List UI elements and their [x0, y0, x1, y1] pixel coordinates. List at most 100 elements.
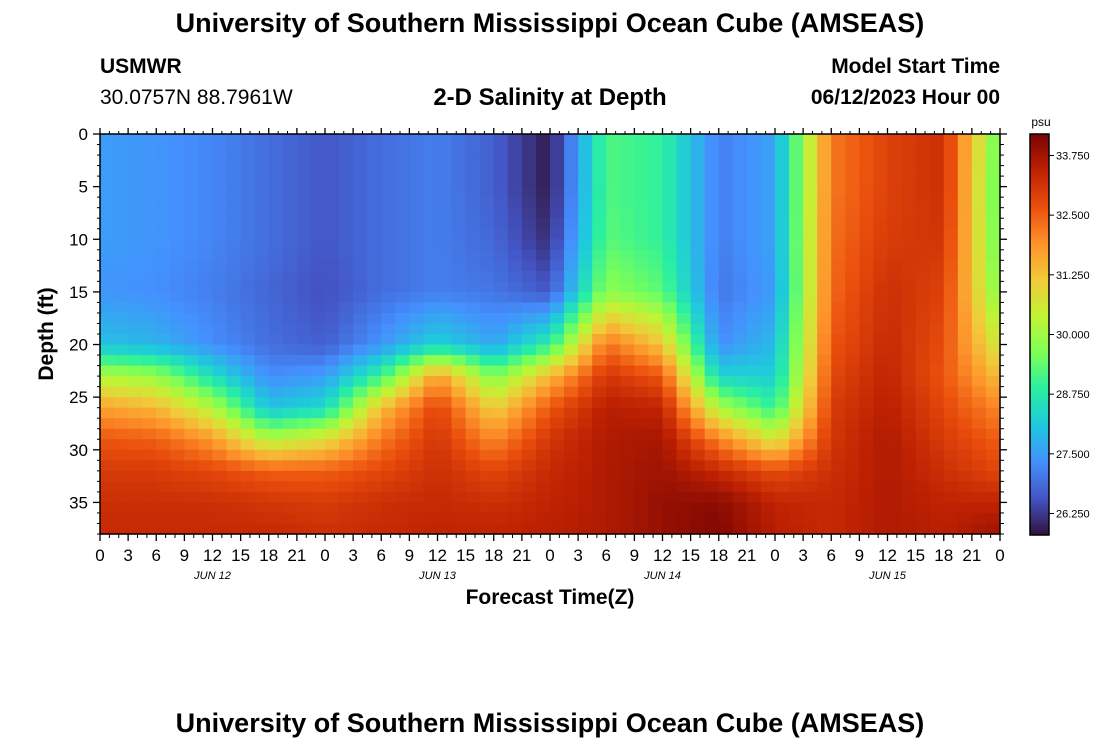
heatmap-cell	[156, 397, 171, 409]
heatmap-cell	[240, 407, 256, 419]
heatmap-cell	[887, 491, 903, 504]
heatmap-cell	[803, 249, 818, 261]
heatmap-cell	[240, 523, 256, 535]
heatmap-cell	[648, 376, 664, 388]
heatmap-cell	[479, 176, 495, 188]
heatmap-cell	[128, 281, 143, 293]
heatmap-cell	[465, 512, 481, 525]
heatmap-cell	[184, 481, 200, 493]
heatmap-cell	[100, 186, 115, 198]
heatmap-cell	[100, 334, 115, 346]
heatmap-cell	[100, 291, 115, 304]
heatmap-cell	[775, 144, 790, 156]
heatmap-cell	[803, 134, 818, 146]
heatmap-cell	[100, 134, 115, 146]
heatmap-cell	[451, 197, 467, 209]
heatmap-cell	[128, 428, 143, 440]
heatmap-cell	[760, 228, 776, 240]
heatmap-cell	[395, 291, 410, 304]
heatmap-cell	[254, 228, 270, 240]
heatmap-cell	[564, 197, 579, 209]
heatmap-cell	[690, 376, 706, 388]
heatmap-cell	[296, 176, 312, 188]
heatmap-cell	[507, 386, 523, 398]
heatmap-cell	[943, 186, 959, 198]
page-title: University of Southern Mississippi Ocean…	[175, 8, 925, 38]
heatmap-cell	[521, 334, 537, 346]
heatmap-cell	[296, 260, 312, 272]
heatmap-cell	[564, 165, 579, 177]
heatmap-cell	[367, 197, 382, 209]
heatmap-cell	[873, 134, 889, 146]
heatmap-cell	[592, 386, 607, 398]
heatmap-cell	[831, 249, 846, 261]
heatmap-cell	[859, 334, 875, 346]
heatmap-cell	[578, 523, 593, 535]
heatmap-cell	[226, 491, 242, 504]
heatmap-cell	[592, 155, 607, 167]
heatmap-cell	[493, 260, 509, 272]
heatmap-cell	[128, 218, 143, 230]
heatmap-cell	[142, 397, 157, 409]
heatmap-cell	[929, 449, 945, 461]
heatmap-cell	[817, 218, 832, 230]
heatmap-cell	[690, 491, 706, 504]
heatmap-cell	[606, 155, 621, 167]
heatmap-cell	[634, 218, 650, 230]
heatmap-cell	[437, 365, 453, 377]
heatmap-cell	[550, 397, 565, 409]
heatmap-cell	[240, 270, 256, 282]
heatmap-cell	[915, 281, 931, 293]
heatmap-cell	[578, 134, 593, 146]
heatmap-cell	[114, 470, 129, 482]
heatmap-cell	[817, 260, 832, 272]
heatmap-cell	[268, 291, 284, 304]
heatmap-cell	[620, 481, 635, 493]
heatmap-cell	[282, 523, 298, 535]
heatmap-cell	[128, 260, 143, 272]
heatmap-cell	[606, 197, 621, 209]
heatmap-cell	[564, 481, 579, 493]
heatmap-cell	[929, 386, 945, 398]
heatmap-cell	[325, 386, 340, 398]
heatmap-cell	[845, 491, 860, 504]
heatmap-cell	[184, 176, 200, 188]
heatmap-cell	[128, 502, 143, 514]
heatmap-cell	[339, 439, 354, 451]
heatmap-cell	[957, 491, 973, 504]
heatmap-cell	[114, 334, 129, 346]
heatmap-cell	[550, 449, 565, 461]
heatmap-cell	[732, 144, 748, 156]
heatmap-cell	[578, 365, 593, 377]
heatmap-cell	[564, 291, 579, 304]
heatmap-cell	[437, 270, 453, 282]
heatmap-cell	[535, 376, 551, 388]
heatmap-cell	[367, 344, 382, 356]
heatmap-cell	[184, 155, 200, 167]
heatmap-cell	[634, 428, 650, 440]
heatmap-cell	[479, 386, 495, 398]
heatmap-cell	[493, 418, 509, 430]
heatmap-cell	[184, 386, 200, 398]
heatmap-cell	[282, 249, 298, 261]
heatmap-cell	[775, 134, 790, 146]
heatmap-cell	[606, 207, 621, 219]
heatmap-cell	[254, 312, 270, 325]
heatmap-cell	[957, 197, 973, 209]
heatmap-cell	[789, 449, 804, 461]
heatmap-cell	[760, 176, 776, 188]
heatmap-cell	[156, 502, 171, 514]
heatmap-cell	[381, 312, 396, 325]
heatmap-cell	[507, 197, 523, 209]
x-tick-label: 6	[377, 546, 386, 565]
heatmap-cell	[929, 397, 945, 409]
heatmap-cell	[282, 281, 298, 293]
heatmap-cell	[226, 460, 242, 472]
heatmap-cell	[479, 165, 495, 177]
heatmap-cell	[423, 323, 439, 335]
heatmap-cell	[817, 144, 832, 156]
heatmap-cell	[634, 365, 650, 377]
heatmap-cell	[381, 449, 396, 461]
heatmap-cell	[310, 165, 326, 177]
heatmap-cell	[395, 249, 410, 261]
